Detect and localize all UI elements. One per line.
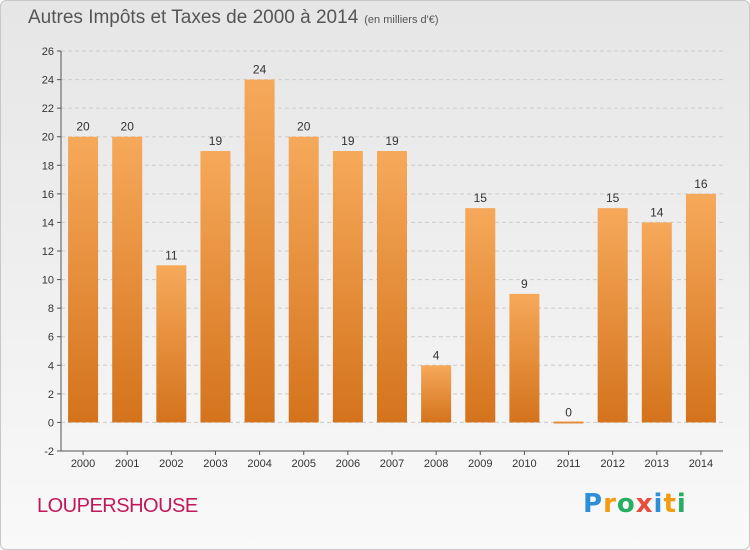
data-label-2009: 15 [474, 191, 488, 205]
bar-2006 [332, 151, 363, 423]
y-tick-label: 6 [48, 332, 54, 344]
data-label-2007: 19 [385, 134, 399, 148]
data-label-2013: 14 [650, 205, 664, 219]
chart-title: Autres Impôts et Taxes de 2000 à 2014 (en… [28, 7, 439, 29]
y-tick-label: 2 [48, 389, 54, 401]
data-label-2012: 15 [606, 191, 620, 205]
x-tick-label-2003: 2003 [203, 458, 227, 470]
commune-name: LOUPERSHOUSE [37, 495, 198, 517]
y-tick-label: 4 [48, 360, 54, 372]
y-tick-label: 18 [42, 160, 54, 172]
x-tick-label-2014: 2014 [689, 458, 713, 470]
y-tick-label: 22 [42, 103, 54, 115]
x-tick-label-2005: 2005 [291, 458, 315, 470]
bar-2000 [68, 136, 99, 423]
y-tick-label: 20 [42, 132, 54, 144]
data-label-2001: 20 [121, 120, 135, 134]
logo-letter: o [616, 489, 636, 519]
data-label-2014: 16 [694, 177, 708, 191]
x-tick-label-2009: 2009 [468, 458, 492, 470]
y-tick-label: 0 [48, 417, 54, 429]
chart-title-text: Autres Impôts et Taxes de 2000 à 2014 [28, 7, 359, 28]
x-tick-label-2008: 2008 [424, 458, 448, 470]
logo-letter: i [653, 489, 664, 519]
logo-letter: x [635, 489, 654, 519]
bar-2005 [288, 136, 319, 423]
bar-2011 [553, 421, 584, 424]
data-label-2004: 24 [253, 63, 267, 77]
data-label-2003: 19 [209, 134, 223, 148]
y-tick-label: -2 [44, 446, 54, 458]
bar-2008 [421, 365, 452, 423]
data-labels: 20 20 11 19 24 20 19 19 4 15 9 0 15 14 16 [76, 63, 708, 420]
y-tick-label: 8 [48, 303, 54, 315]
y-tick-label: 14 [42, 217, 54, 229]
y-tick-label: 24 [42, 75, 54, 87]
logo-letter: t [663, 489, 677, 519]
bar-2014 [685, 193, 716, 423]
y-tick-label: 10 [42, 275, 54, 287]
logo-letter: P [583, 489, 604, 519]
bar-2009 [465, 208, 496, 423]
logo-letter: r [603, 489, 617, 519]
bar-2007 [376, 151, 408, 423]
x-tick-label-2007: 2007 [380, 458, 404, 470]
bar-2001 [112, 136, 143, 423]
data-label-2010: 9 [521, 277, 528, 291]
x-tick-label-2002: 2002 [159, 458, 183, 470]
bar-2013 [641, 222, 672, 423]
bar-2002 [156, 265, 187, 423]
x-tick-label-2001: 2001 [115, 458, 139, 470]
x-tick-label-2004: 2004 [247, 458, 271, 470]
x-tick-label-2011: 2011 [557, 458, 581, 470]
x-tick-label-2006: 2006 [336, 458, 360, 470]
data-label-2000: 20 [76, 120, 90, 134]
bar-2004 [244, 79, 275, 423]
x-tick-label-2000: 2000 [71, 458, 95, 470]
x-tick-label-2012: 2012 [600, 458, 624, 470]
data-label-2006: 19 [341, 134, 355, 148]
x-tick-label-2010: 2010 [512, 458, 536, 470]
bars [68, 79, 716, 424]
data-label-2005: 20 [297, 120, 311, 134]
bar-2012 [597, 208, 628, 423]
y-tick-label: 16 [42, 189, 54, 201]
x-tick-label-2013: 2013 [645, 458, 669, 470]
y-tick-label: 26 [42, 46, 54, 58]
data-label-2002: 11 [165, 248, 178, 262]
bar-2003 [200, 151, 231, 423]
bar-2010 [509, 293, 540, 423]
data-label-2011: 0 [565, 405, 572, 419]
y-tick-label: 12 [42, 246, 54, 258]
logo-letter: i [676, 489, 687, 519]
chart-subtitle: (en milliers d'€) [364, 14, 439, 26]
proxiti-logo[interactable]: Proxiti [583, 489, 687, 519]
data-label-2008: 4 [433, 348, 440, 362]
